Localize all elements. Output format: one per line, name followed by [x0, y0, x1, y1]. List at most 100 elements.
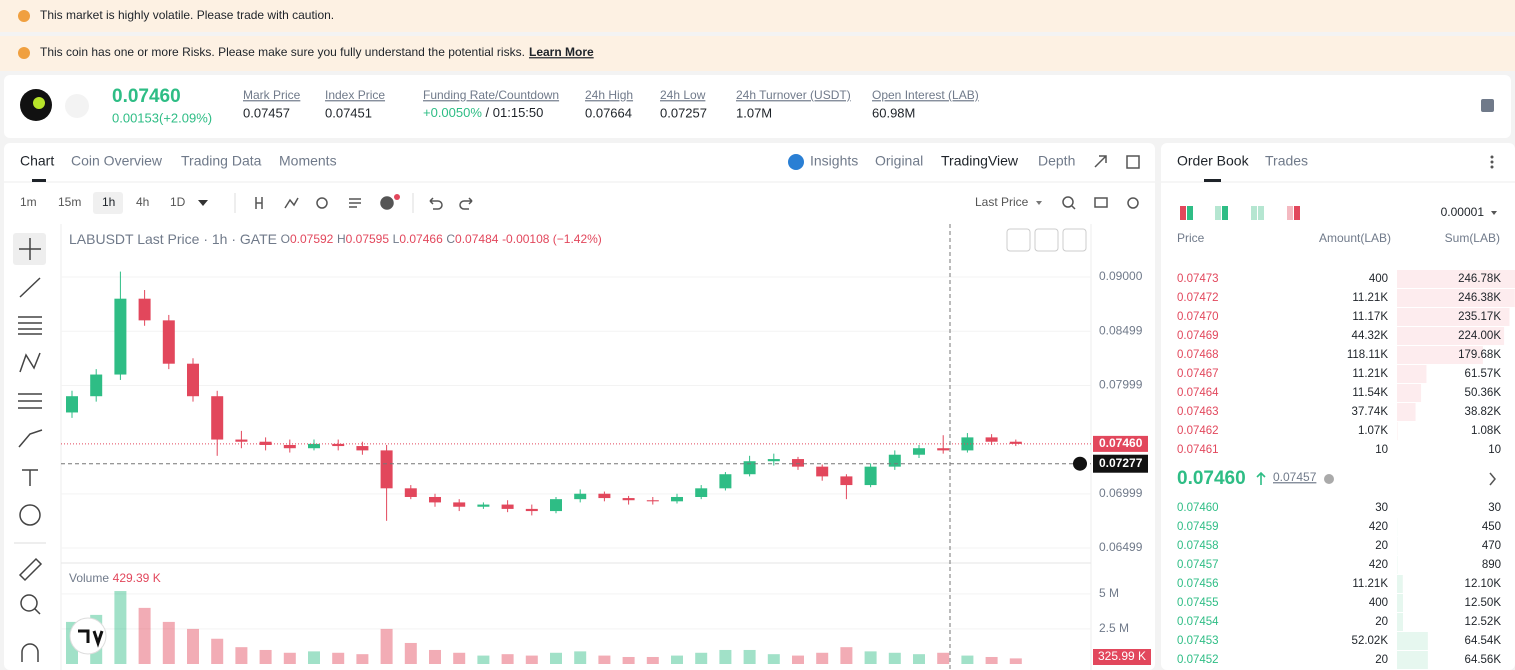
book-amount: 44.32K: [1352, 330, 1389, 342]
book-price: 0.07463: [1177, 406, 1219, 418]
depth-bar: [1397, 270, 1515, 288]
view-option[interactable]: Original: [875, 153, 923, 169]
menu-dot[interactable]: [1490, 165, 1494, 169]
volume-bar: [985, 656, 998, 664]
learn-more[interactable]: Learn More: [529, 45, 594, 59]
book-amount: 10: [1375, 444, 1388, 456]
book-tab[interactable]: Order Book: [1177, 153, 1250, 169]
candle-body: [235, 439, 248, 442]
candle-body: [792, 459, 804, 467]
book-tab[interactable]: Trades: [1265, 153, 1308, 169]
mid-price: 0.07460: [1177, 468, 1246, 489]
book-header: Price: [1177, 231, 1205, 245]
book-price: 0.07464: [1177, 387, 1219, 399]
candle-body: [259, 441, 272, 445]
stat-value: 1.07M: [736, 105, 772, 120]
book-sum: 235.17K: [1458, 311, 1501, 323]
candle-body: [356, 446, 369, 451]
warning-icon: [18, 47, 30, 59]
up-arrow: [1256, 471, 1266, 485]
tab[interactable]: Trading Data: [181, 153, 262, 169]
window-icon[interactable]: [1126, 155, 1140, 169]
price-type[interactable]: Last Price: [975, 195, 1029, 209]
interval[interactable]: 1m: [20, 195, 37, 209]
view-option[interactable]: Depth: [1038, 153, 1075, 169]
ohlc-key: C: [446, 232, 455, 246]
menu-dot[interactable]: [1490, 160, 1494, 164]
chevron[interactable]: [1489, 472, 1496, 486]
volume-bar: [162, 621, 175, 664]
chart-buttons[interactable]: [1006, 228, 1087, 252]
depth-bar: [1397, 632, 1428, 650]
book-price: 0.07469: [1177, 330, 1219, 342]
candle-body: [985, 437, 998, 442]
menu-dot[interactable]: [1490, 155, 1494, 159]
dropdown-arrow[interactable]: [1036, 201, 1042, 205]
ohlc-change: -0.00108 (−1.42%): [502, 232, 602, 246]
y-tick-label: 0.08499: [1099, 323, 1143, 337]
volume-bar: [235, 647, 248, 664]
ohlc-key: O: [281, 232, 290, 246]
book-price: 0.07473: [1177, 273, 1219, 285]
candle-body: [913, 448, 925, 455]
candle-body: [525, 508, 538, 512]
tab[interactable]: Coin Overview: [71, 153, 163, 169]
interval[interactable]: 1D: [170, 195, 186, 209]
book-sum: 450: [1482, 521, 1501, 533]
depth-bar: [1397, 365, 1427, 383]
volume-bar: [792, 655, 804, 664]
tab[interactable]: Chart: [20, 153, 54, 169]
book-price: 0.07461: [1177, 444, 1219, 456]
crosshair-label: 0.07277: [1099, 456, 1143, 470]
book-amount: 1.07K: [1358, 425, 1388, 437]
stat-label: 24h Turnover (USDT): [736, 88, 851, 102]
volume-bar: [477, 655, 490, 664]
book-layout-icons[interactable]: [1180, 206, 1300, 220]
candle-body: [695, 488, 708, 497]
book-sum: 1.08K: [1471, 425, 1501, 437]
view-option[interactable]: TradingView: [941, 153, 1019, 169]
depth-bar: [1397, 327, 1505, 345]
volume-bar: [864, 651, 877, 664]
book-sum: 10: [1488, 444, 1501, 456]
volume-bar: [259, 649, 272, 664]
y-tick-label: 0.07999: [1099, 378, 1143, 392]
book-amount: 11.21K: [1352, 292, 1388, 304]
volume-tick-label: 5 M: [1099, 586, 1119, 600]
ohlc-value: 0.07484: [455, 232, 499, 246]
shield-icon: [1324, 474, 1334, 484]
ohlc-value: 0.07592: [290, 232, 334, 246]
depth-bar: [1397, 575, 1403, 593]
candle-body: [283, 444, 296, 449]
book-amount: 11.17K: [1352, 311, 1388, 323]
interval[interactable]: 15m: [58, 195, 81, 209]
dropdown-arrow[interactable]: [1491, 211, 1497, 215]
volume-bar: [453, 652, 466, 664]
drawing-tools[interactable]: [18, 238, 43, 662]
header-icon[interactable]: [1481, 99, 1494, 112]
tab[interactable]: Moments: [279, 153, 337, 169]
y-tick-label: 0.09000: [1099, 269, 1143, 283]
warning-icon: [18, 10, 30, 22]
interval[interactable]: 1h: [102, 195, 115, 209]
candle-body: [332, 443, 345, 447]
book-sum: 246.78K: [1458, 273, 1501, 285]
interval[interactable]: 4h: [136, 195, 149, 209]
candle-body: [864, 466, 877, 486]
candle-body: [1009, 441, 1022, 444]
view-option[interactable]: Insights: [810, 153, 858, 169]
book-amount: 30: [1375, 502, 1388, 514]
book-price: 0.07455: [1177, 597, 1219, 609]
volume-bar: [840, 647, 853, 664]
book-sum: 246.38K: [1458, 292, 1501, 304]
dropdown-arrow[interactable]: [198, 200, 208, 206]
expand-icon[interactable]: [1094, 155, 1107, 168]
header-change: 0.00153(+2.09%): [112, 110, 212, 125]
candle-body: [162, 320, 175, 364]
favorite-star[interactable]: [65, 94, 89, 118]
precision[interactable]: 0.00001: [1441, 205, 1485, 219]
candle-body: [66, 396, 78, 413]
volume-bar: [1009, 658, 1022, 664]
toolbar-icons[interactable]: [255, 196, 1139, 210]
candle-body: [380, 450, 393, 489]
